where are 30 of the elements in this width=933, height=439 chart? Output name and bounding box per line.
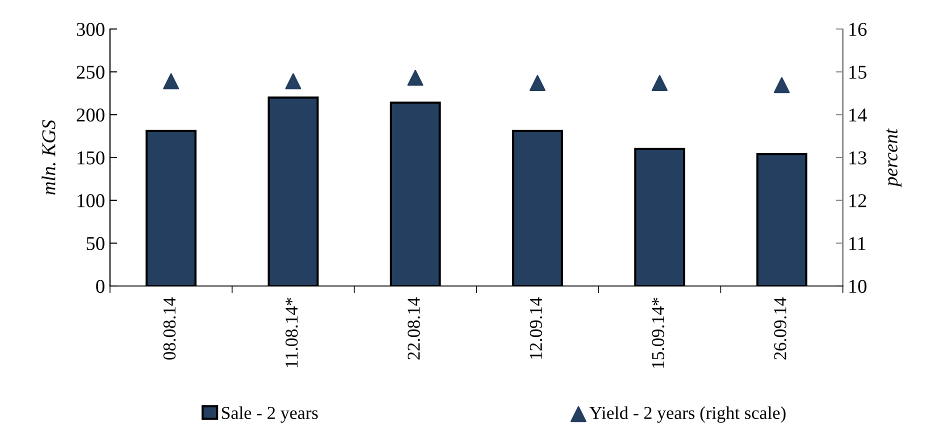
y-tick-label: 0: [96, 280, 104, 293]
point: [774, 77, 790, 94]
y2-tick-label: 14: [849, 108, 867, 122]
y2-axis-title: percent: [886, 128, 902, 188]
x-tick-label: 08.08.14: [163, 297, 176, 360]
x-tick-label: 22.08.14: [408, 297, 420, 360]
point: [530, 74, 546, 91]
y-tick-label: 250: [76, 66, 104, 79]
point: [163, 73, 180, 90]
y-axis-title: mln. KGS: [42, 120, 56, 195]
y2-tick-label: 16: [849, 22, 867, 36]
x-tick-label: 26.09.14: [774, 297, 786, 360]
y2-tick-label: 15: [849, 66, 866, 79]
y2-tick-label: 10: [849, 280, 866, 293]
y2-tick-label: 12: [849, 194, 866, 208]
x-tick-label: 15.09.14*: [652, 298, 664, 368]
x-tick-label: 11.08.14*: [286, 298, 298, 368]
y-tick-label: 150: [78, 151, 104, 164]
y-tick-label: 100: [78, 194, 104, 208]
legend-label: Sale - 2 years: [222, 406, 318, 423]
x-tick-label: 12.09.14: [530, 297, 542, 359]
y2-tick-label: 13: [849, 151, 866, 164]
y-tick-label: 300: [76, 22, 104, 36]
point: [285, 73, 302, 90]
point: [652, 74, 668, 91]
legend-label: Yield - 2 years (right scale): [590, 406, 786, 423]
y-tick-label: 50: [86, 236, 104, 250]
y-tick-label: 200: [76, 108, 104, 122]
point: [407, 70, 424, 86]
y2-tick-label: 11: [849, 237, 866, 250]
